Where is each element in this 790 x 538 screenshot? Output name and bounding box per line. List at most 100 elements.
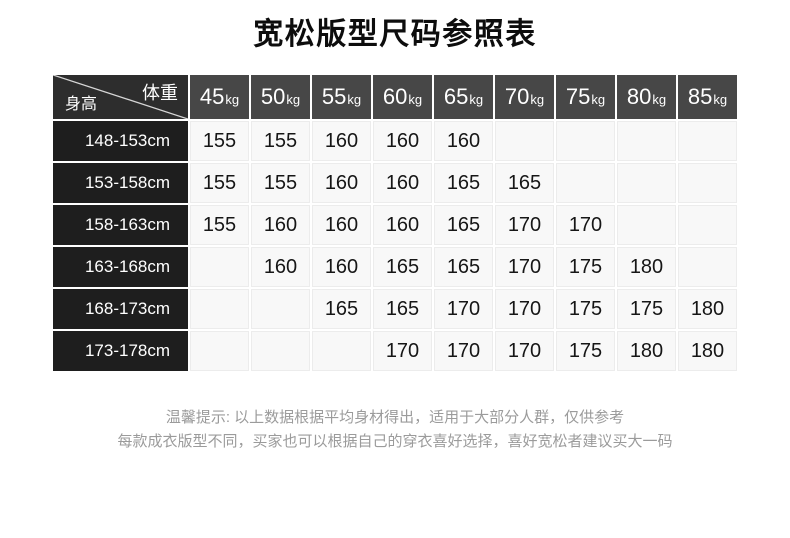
size-cell — [556, 121, 615, 161]
weight-unit: kg — [286, 92, 301, 107]
table-row: 168-173cm 165 165 170 170 175 175 180 — [53, 289, 737, 329]
size-cell: 165 — [434, 205, 493, 245]
size-cell: 170 — [556, 205, 615, 245]
size-cell: 170 — [495, 331, 554, 371]
weight-value: 55 — [321, 84, 347, 109]
height-row-header: 168-173cm — [53, 289, 188, 329]
size-cell: 180 — [678, 289, 737, 329]
size-cell: 180 — [678, 331, 737, 371]
height-axis-label: 身高 — [65, 96, 98, 113]
page-title: 宽松版型尺码参照表 — [253, 18, 537, 51]
size-cell: 170 — [434, 289, 493, 329]
table-header: 体重 身高 45kg 50kg 55kg 60kg 65kg 70kg 75kg… — [53, 75, 737, 119]
size-cell: 155 — [190, 121, 249, 161]
weight-column-header: 60kg — [373, 75, 432, 119]
height-row-header: 173-178cm — [53, 331, 188, 371]
size-cell: 170 — [434, 331, 493, 371]
weight-column-header: 50kg — [251, 75, 310, 119]
weight-value: 70 — [504, 84, 530, 109]
weight-value: 60 — [382, 84, 408, 109]
size-cell: 165 — [434, 247, 493, 287]
size-cell: 175 — [556, 289, 615, 329]
size-cell: 170 — [495, 289, 554, 329]
size-cell: 160 — [251, 247, 310, 287]
weight-value: 65 — [443, 84, 469, 109]
size-cell: 170 — [495, 247, 554, 287]
size-cell: 170 — [373, 331, 432, 371]
weight-unit: kg — [347, 92, 362, 107]
table-body: 148-153cm 155 155 160 160 160 153-158cm … — [53, 121, 737, 371]
weight-unit: kg — [652, 92, 667, 107]
size-cell — [495, 121, 554, 161]
weight-column-header: 80kg — [617, 75, 676, 119]
weight-value: 50 — [260, 84, 286, 109]
weight-unit: kg — [713, 92, 728, 107]
size-cell: 170 — [495, 205, 554, 245]
size-cell: 155 — [251, 163, 310, 203]
size-cell: 165 — [312, 289, 371, 329]
size-cell: 160 — [373, 163, 432, 203]
table-row: 158-163cm 155 160 160 160 165 170 170 — [53, 205, 737, 245]
table-row: 153-158cm 155 155 160 160 165 165 — [53, 163, 737, 203]
weight-unit: kg — [225, 92, 240, 107]
size-cell: 180 — [617, 247, 676, 287]
table-row: 163-168cm 160 160 165 165 170 175 180 — [53, 247, 737, 287]
size-cell: 165 — [495, 163, 554, 203]
size-cell — [617, 205, 676, 245]
size-cell: 160 — [251, 205, 310, 245]
weight-value: 80 — [626, 84, 652, 109]
size-cell: 160 — [373, 121, 432, 161]
size-cell — [190, 289, 249, 329]
weight-unit: kg — [591, 92, 606, 107]
weight-unit: kg — [469, 92, 484, 107]
size-cell — [678, 205, 737, 245]
size-cell: 160 — [312, 163, 371, 203]
size-reference-table: 体重 身高 45kg 50kg 55kg 60kg 65kg 70kg 75kg… — [51, 73, 739, 373]
size-cell — [617, 121, 676, 161]
height-row-header: 148-153cm — [53, 121, 188, 161]
weight-value: 85 — [687, 84, 713, 109]
size-cell: 175 — [617, 289, 676, 329]
header-row: 体重 身高 45kg 50kg 55kg 60kg 65kg 70kg 75kg… — [53, 75, 737, 119]
weight-column-header: 55kg — [312, 75, 371, 119]
weight-column-header: 75kg — [556, 75, 615, 119]
size-cell — [251, 331, 310, 371]
size-cell: 160 — [373, 205, 432, 245]
weight-value: 45 — [199, 84, 225, 109]
size-cell: 155 — [190, 163, 249, 203]
size-cell — [190, 331, 249, 371]
size-cell — [251, 289, 310, 329]
diagonal-line-icon — [53, 75, 188, 119]
table-row: 173-178cm 170 170 170 175 180 180 — [53, 331, 737, 371]
table-row: 148-153cm 155 155 160 160 160 — [53, 121, 737, 161]
footer-note-line2: 每款成衣版型不同，买家也可以根据自己的穿衣喜好选择，喜好宽松者建议买大一码 — [117, 433, 673, 450]
height-row-header: 158-163cm — [53, 205, 188, 245]
size-cell: 165 — [434, 163, 493, 203]
size-cell: 160 — [312, 121, 371, 161]
footer-note: 温馨提示: 以上数据根据平均身材得出，适用于大部分人群，仅供参考 每款成衣版型不… — [0, 406, 790, 454]
height-row-header: 153-158cm — [53, 163, 188, 203]
weight-value: 75 — [565, 84, 591, 109]
weight-column-header: 70kg — [495, 75, 554, 119]
size-cell: 160 — [312, 247, 371, 287]
weight-axis-label: 体重 — [142, 83, 178, 103]
height-row-header: 163-168cm — [53, 247, 188, 287]
size-cell — [678, 121, 737, 161]
weight-unit: kg — [408, 92, 423, 107]
size-cell: 155 — [251, 121, 310, 161]
weight-column-header: 45kg — [190, 75, 249, 119]
corner-header-cell: 体重 身高 — [53, 75, 188, 119]
size-cell — [556, 163, 615, 203]
size-cell — [617, 163, 676, 203]
size-cell — [678, 163, 737, 203]
size-cell — [312, 331, 371, 371]
weight-column-header: 65kg — [434, 75, 493, 119]
size-cell — [190, 247, 249, 287]
size-cell: 155 — [190, 205, 249, 245]
weight-column-header: 85kg — [678, 75, 737, 119]
size-cell — [678, 247, 737, 287]
size-cell: 175 — [556, 331, 615, 371]
size-cell: 160 — [312, 205, 371, 245]
size-cell: 165 — [373, 289, 432, 329]
size-cell: 175 — [556, 247, 615, 287]
